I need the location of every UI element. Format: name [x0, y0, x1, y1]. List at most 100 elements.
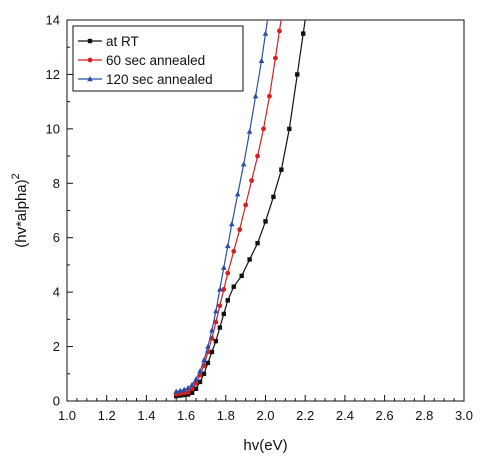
- y-axis: 0 2 4 6 8 10 12 14: [46, 13, 73, 409]
- y-tick-label: 8: [53, 176, 60, 191]
- data-point: [209, 349, 215, 355]
- legend-item: 60 sec annealed: [78, 53, 205, 68]
- data-point: [267, 93, 272, 99]
- data-point: [255, 240, 260, 246]
- data-point: [305, 4, 309, 8]
- data-point: [262, 30, 269, 36]
- data-point: [281, 4, 286, 9]
- data-point: [189, 381, 195, 387]
- legend-label: 120 sec annealed: [106, 72, 213, 87]
- legend-items: at RT 60 sec annealed 120 sec annealed: [78, 34, 213, 87]
- legend-marker: [87, 76, 93, 82]
- y-tick-label: 4: [53, 285, 60, 300]
- data-point: [246, 128, 253, 134]
- data-point: [271, 194, 276, 200]
- x-tick-label: 1.0: [58, 408, 76, 423]
- data-point: [301, 31, 306, 36]
- data-point: [189, 390, 195, 396]
- x-axis-title: hv(eV): [243, 437, 287, 454]
- legend-marker: [87, 38, 93, 44]
- data-point: [217, 303, 223, 309]
- x-tick-label: 2.8: [415, 408, 433, 423]
- y-axis-title-superscript: 2: [10, 173, 22, 179]
- data-point: [193, 386, 199, 391]
- data-point: [224, 242, 231, 249]
- data-point: [276, 28, 282, 34]
- data-point: [261, 126, 266, 132]
- y-tick-label: 6: [53, 230, 60, 245]
- series-3: [173, 3, 273, 394]
- data-point: [201, 371, 207, 376]
- x-tick-label: 1.2: [98, 408, 116, 423]
- legend: at RT 60 sec annealed 120 sec annealed: [72, 25, 244, 92]
- legend-item: at RT: [78, 34, 139, 49]
- x-tick-label: 2.6: [376, 408, 394, 423]
- data-point: [181, 390, 187, 396]
- data-point: [247, 257, 252, 262]
- data-point: [225, 298, 230, 303]
- data-point: [258, 57, 265, 64]
- data-point: [197, 379, 203, 385]
- data-point: [252, 93, 259, 99]
- data-point: [193, 376, 199, 382]
- series-1: [173, 4, 309, 399]
- data-point: [181, 386, 187, 392]
- data-point: [173, 388, 179, 394]
- data-point: [205, 360, 211, 366]
- data-point: [217, 325, 223, 330]
- data-point: [189, 386, 195, 392]
- data-point: [295, 72, 300, 77]
- x-tick-label: 2.0: [256, 408, 274, 423]
- data-point: [240, 161, 247, 167]
- data-point: [185, 389, 191, 395]
- data-point: [231, 248, 237, 254]
- data-point: [263, 219, 268, 224]
- y-axis-title: (hv*alpha)2: [10, 173, 30, 248]
- data-point: [185, 384, 191, 391]
- x-tick-label: 1.6: [177, 408, 195, 423]
- series-layer: [173, 3, 309, 399]
- data-point: [267, 3, 273, 8]
- data-point: [225, 270, 231, 276]
- data-point: [221, 264, 227, 270]
- legend-marker: [87, 57, 93, 63]
- data-point: [197, 368, 203, 374]
- data-point: [237, 227, 243, 232]
- y-tick-label: 12: [46, 67, 60, 82]
- data-point: [228, 221, 235, 227]
- y-tick-label: 0: [53, 394, 60, 409]
- data-point: [279, 167, 284, 172]
- x-tick-label: 1.8: [217, 408, 235, 423]
- data-point: [255, 153, 260, 159]
- x-axis: 1.0 1.2 1.4 1.6 1.8 2.0 2.2 2.4 2.6 2.8 3.0: [58, 395, 473, 423]
- data-point: [213, 319, 219, 325]
- legend-label: at RT: [106, 34, 139, 49]
- data-point: [273, 55, 278, 61]
- data-point: [239, 273, 244, 279]
- x-tick-label: 2.2: [296, 408, 314, 423]
- data-point: [287, 126, 292, 132]
- data-point: [243, 202, 249, 208]
- x-tick-label: 2.4: [336, 408, 354, 423]
- legend-item: 120 sec annealed: [78, 72, 213, 87]
- legend-box: [72, 25, 244, 92]
- y-tick-label: 14: [46, 13, 60, 28]
- data-point: [221, 311, 227, 317]
- x-tick-label: 3.0: [455, 408, 473, 423]
- y-tick-label: 2: [53, 339, 60, 354]
- data-point: [217, 286, 223, 292]
- data-point: [209, 327, 215, 333]
- data-point: [205, 343, 211, 349]
- data-point: [249, 178, 255, 183]
- data-point: [201, 357, 207, 363]
- x-tick-label: 1.4: [137, 408, 155, 423]
- data-point: [234, 191, 241, 197]
- data-point: [193, 380, 199, 386]
- data-point: [213, 338, 219, 344]
- data-point: [213, 308, 219, 314]
- y-axis-title-base: (hv*alpha): [13, 179, 30, 247]
- data-point: [221, 287, 227, 292]
- legend-label: 60 sec annealed: [106, 53, 205, 68]
- y-tick-label: 10: [46, 121, 60, 136]
